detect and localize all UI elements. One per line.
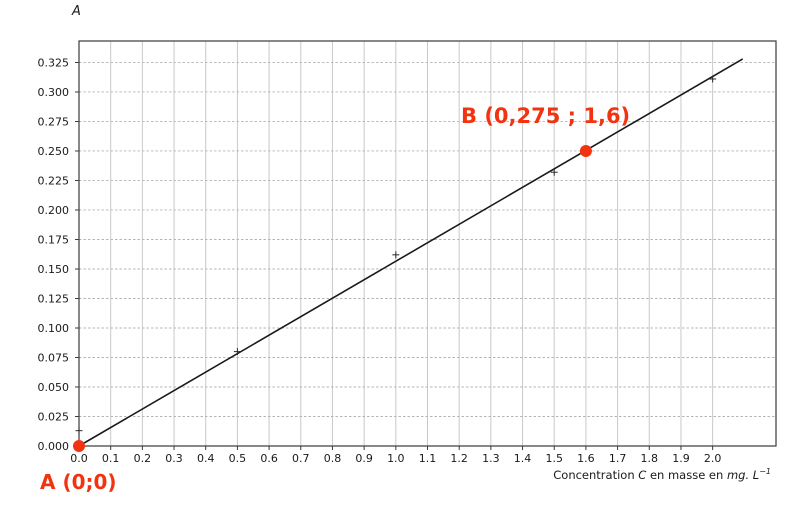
data-point-marker xyxy=(709,75,717,83)
x-tick-label: 2.0 xyxy=(704,452,722,465)
data-point-marker xyxy=(550,168,558,176)
y-tick-label: 0.025 xyxy=(38,410,70,423)
x-tick-label: 0.7 xyxy=(292,452,310,465)
x-tick-label: 0.4 xyxy=(197,452,215,465)
x-axis-title-unit: mg. L xyxy=(726,467,760,482)
x-tick-label: 0.1 xyxy=(102,452,120,465)
x-axis-title-part: Concentration xyxy=(553,467,639,482)
y-tick-label: 0.100 xyxy=(38,322,70,335)
point-a-annotation: A (0;0) xyxy=(40,470,117,494)
x-tick-label: 0.0 xyxy=(70,452,88,465)
x-tick-label: 0.9 xyxy=(355,452,373,465)
x-tick-label: 0.2 xyxy=(134,452,152,465)
data-point-marker xyxy=(75,427,83,435)
x-tick-label: 1.1 xyxy=(419,452,437,465)
y-axis-title: A xyxy=(72,4,81,19)
x-tick-label: 0.6 xyxy=(260,452,278,465)
y-tick-label: 0.275 xyxy=(38,115,70,128)
x-tick-label: 1.6 xyxy=(577,452,595,465)
x-axis-title-exponent: −1 xyxy=(759,467,771,476)
y-tick-label: 0.225 xyxy=(38,174,70,187)
x-tick-label: 0.5 xyxy=(229,452,247,465)
x-tick-label: 1.8 xyxy=(641,452,659,465)
x-tick-label: 1.2 xyxy=(450,452,468,465)
x-axis-title-symbol-c: C xyxy=(638,467,647,482)
x-tick-label: 0.3 xyxy=(165,452,183,465)
y-tick-labels: 0.000 0.025 0.050 0.075 0.100 0.125 0.150 0.175… xyxy=(38,56,70,453)
y-tick-label: 0.325 xyxy=(38,56,70,69)
x-axis-title-part: en masse en xyxy=(646,467,727,482)
x-tick-label: 1.5 xyxy=(545,452,563,465)
annotated-point-a xyxy=(73,440,85,452)
y-tick-label: 0.300 xyxy=(38,86,70,99)
x-tick-label: 1.4 xyxy=(514,452,532,465)
x-tick-label: 1.7 xyxy=(609,452,627,465)
y-tick-label: 0.200 xyxy=(38,204,70,217)
x-tick-label: 0.8 xyxy=(324,452,342,465)
x-tick-label: 1.3 xyxy=(482,452,500,465)
data-points xyxy=(75,75,717,435)
y-tick-label: 0.075 xyxy=(38,351,70,364)
y-tick-label: 0.150 xyxy=(38,263,70,276)
x-tick-labels: 0.0 0.1 0.2 0.3 0.4 0.5 0.6 0.7 0.8 0.9 1.0 1.1 1.2 1… xyxy=(70,452,721,465)
y-tick-label: 0.050 xyxy=(38,381,70,394)
y-tick-label: 0.000 xyxy=(38,440,70,453)
x-tick-label: 1.9 xyxy=(672,452,690,465)
gridlines xyxy=(79,41,776,446)
y-tick-label: 0.175 xyxy=(38,233,70,246)
data-point-marker xyxy=(233,348,241,356)
x-axis-title: Concentration C en masse en mg. L−1 xyxy=(553,467,771,482)
x-tick-label: 1.0 xyxy=(387,452,405,465)
point-b-annotation: B (0,275 ; 1,6) xyxy=(461,104,631,128)
y-tick-label: 0.125 xyxy=(38,292,70,305)
y-tick-label: 0.250 xyxy=(38,145,70,158)
data-point-marker xyxy=(392,251,400,259)
annotated-point-b xyxy=(579,144,592,157)
fit-line xyxy=(78,58,744,447)
